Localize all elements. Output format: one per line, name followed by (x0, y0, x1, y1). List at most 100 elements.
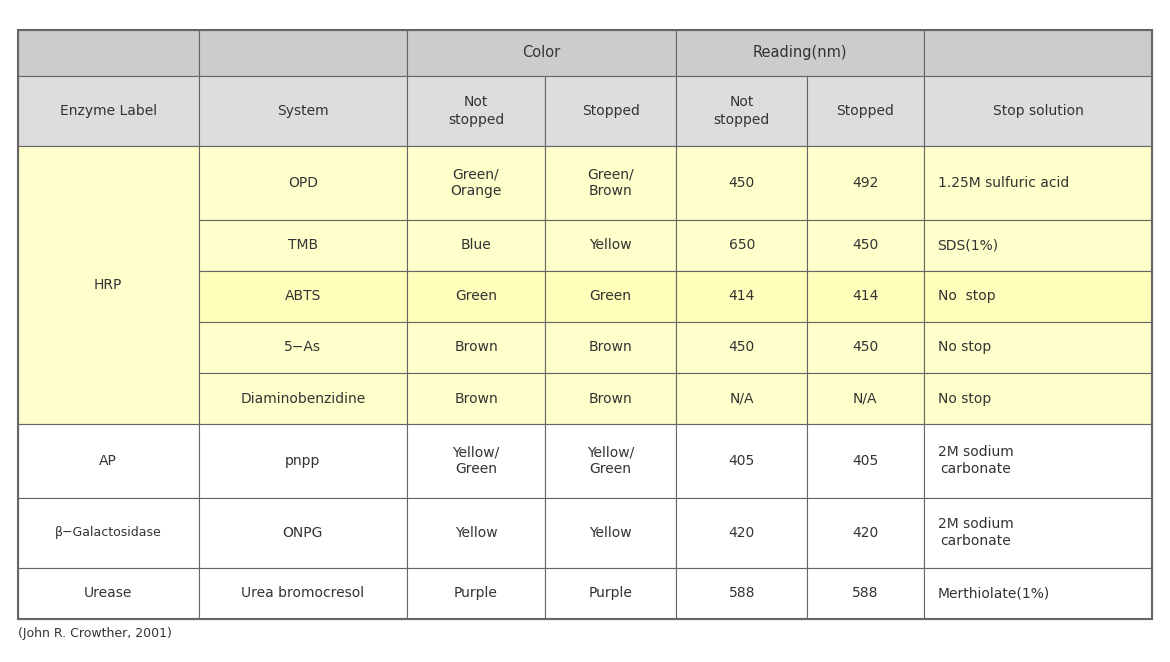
Bar (923, 498, 1152, 568)
Text: N/A: N/A (853, 391, 878, 406)
Text: No stop: No stop (937, 340, 991, 354)
Text: Green/
Orange: Green/ Orange (450, 167, 502, 199)
Bar (545, 568, 676, 619)
Text: Enzyme Label: Enzyme Label (60, 104, 157, 118)
Text: Stopped: Stopped (581, 104, 640, 118)
Text: Not
stopped: Not stopped (448, 95, 504, 126)
Text: Reading(nm): Reading(nm) (752, 45, 847, 60)
Bar (545, 146, 676, 220)
Text: Purple: Purple (454, 587, 498, 600)
Bar (923, 76, 1152, 146)
Text: 588: 588 (852, 587, 879, 600)
Text: ONPG: ONPG (283, 526, 323, 540)
Text: Yellow/
Green: Yellow/ Green (453, 445, 500, 477)
Bar (545, 220, 676, 271)
Text: System: System (277, 104, 329, 118)
Bar (676, 424, 807, 498)
Text: No  stop: No stop (937, 289, 996, 303)
Text: Urea bromocresol: Urea bromocresol (241, 587, 364, 600)
Bar (199, 146, 407, 220)
Bar (199, 30, 407, 76)
Bar (923, 568, 1152, 619)
Bar (18, 424, 199, 498)
Text: Yellow: Yellow (590, 526, 632, 540)
Text: Diaminobenzidine: Diaminobenzidine (240, 391, 365, 406)
Text: HRP: HRP (94, 278, 123, 292)
Bar (807, 76, 923, 146)
Text: AP: AP (99, 454, 117, 468)
Bar (199, 271, 407, 322)
Bar (923, 146, 1152, 220)
Bar (199, 322, 407, 373)
Bar (407, 373, 545, 424)
Bar (676, 568, 807, 619)
Bar (676, 322, 807, 373)
Bar (18, 146, 199, 424)
Bar (545, 322, 676, 373)
Text: Merthiolate(1%): Merthiolate(1%) (937, 587, 1049, 600)
Text: 2M sodium
carbonate: 2M sodium carbonate (937, 445, 1013, 477)
Text: 5−As: 5−As (284, 340, 322, 354)
Text: 1.25M sulfuric acid: 1.25M sulfuric acid (937, 176, 1069, 190)
Bar (407, 322, 545, 373)
Text: 405: 405 (729, 454, 755, 468)
Text: 450: 450 (852, 238, 879, 252)
Bar (199, 220, 407, 271)
Bar (676, 76, 807, 146)
Bar (676, 498, 807, 568)
Bar (407, 30, 676, 76)
Bar (407, 271, 545, 322)
Text: 414: 414 (852, 289, 879, 303)
Bar (545, 271, 676, 322)
Text: ABTS: ABTS (284, 289, 321, 303)
Text: TMB: TMB (288, 238, 318, 252)
Bar (407, 424, 545, 498)
Bar (545, 498, 676, 568)
Bar (676, 373, 807, 424)
Text: Blue: Blue (461, 238, 491, 252)
Bar (545, 424, 676, 498)
Bar (407, 568, 545, 619)
Bar (923, 220, 1152, 271)
Text: 588: 588 (729, 587, 755, 600)
Bar (923, 424, 1152, 498)
Text: Brown: Brown (589, 391, 633, 406)
Text: Brown: Brown (454, 340, 498, 354)
Text: 420: 420 (852, 526, 879, 540)
Text: 405: 405 (852, 454, 879, 468)
Bar (807, 220, 923, 271)
Text: Green: Green (590, 289, 632, 303)
Text: Purple: Purple (589, 587, 633, 600)
Bar (199, 373, 407, 424)
Bar (923, 373, 1152, 424)
Bar (199, 568, 407, 619)
Bar (807, 146, 923, 220)
Text: Green: Green (455, 289, 497, 303)
Text: Color: Color (523, 45, 560, 60)
Bar (18, 30, 199, 76)
Bar (923, 30, 1152, 76)
Bar (807, 498, 923, 568)
Bar (407, 146, 545, 220)
Bar (807, 271, 923, 322)
Text: Stop solution: Stop solution (992, 104, 1083, 118)
Text: Yellow: Yellow (455, 526, 497, 540)
Text: SDS(1%): SDS(1%) (937, 238, 999, 252)
Text: 450: 450 (729, 176, 755, 190)
Bar (407, 498, 545, 568)
Bar (18, 30, 1152, 619)
Text: Brown: Brown (454, 391, 498, 406)
Bar (807, 322, 923, 373)
Bar (18, 568, 199, 619)
Bar (545, 76, 676, 146)
Bar (676, 146, 807, 220)
Text: Urease: Urease (84, 587, 132, 600)
Text: No stop: No stop (937, 391, 991, 406)
Bar (407, 76, 545, 146)
Text: 492: 492 (852, 176, 879, 190)
Bar (923, 271, 1152, 322)
Text: Yellow: Yellow (590, 238, 632, 252)
Bar (199, 76, 407, 146)
Text: 414: 414 (729, 289, 755, 303)
Bar (923, 322, 1152, 373)
